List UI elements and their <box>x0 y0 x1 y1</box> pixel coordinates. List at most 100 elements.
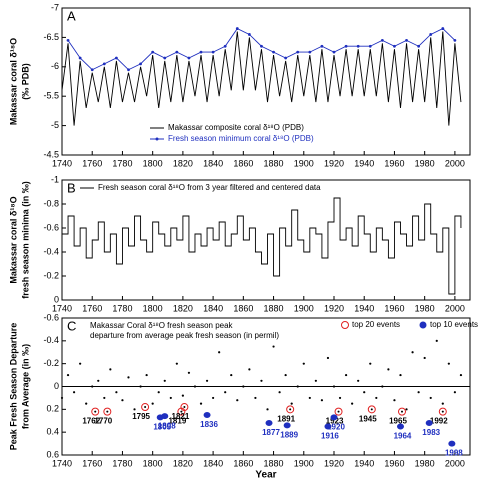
dot <box>91 385 94 388</box>
y-tick-label: -7 <box>51 2 59 12</box>
event-dot <box>203 412 211 419</box>
legend-marker <box>341 321 349 329</box>
dot <box>175 362 178 365</box>
point <box>127 68 130 72</box>
x-tick-label: 1740 <box>52 458 72 468</box>
point <box>405 38 408 42</box>
event-label: 1762 <box>82 417 100 426</box>
y-axis-label: fresh season minima (in ‰) <box>20 181 30 299</box>
dot <box>66 373 70 377</box>
event-label: 1819 <box>168 417 186 426</box>
dot <box>435 339 438 342</box>
event-circle <box>103 407 112 416</box>
dot <box>314 379 317 382</box>
dot <box>163 379 166 382</box>
y-tick-label: 0.4 <box>46 427 59 437</box>
dot <box>199 402 203 405</box>
x-tick-label: 1920 <box>324 158 344 168</box>
dot <box>236 399 239 402</box>
note: departure from average peak fresh season… <box>90 331 279 340</box>
x-tick-label: 1800 <box>143 158 163 168</box>
dot <box>103 396 106 400</box>
dot <box>284 373 287 377</box>
dot <box>351 402 354 405</box>
dot <box>85 402 88 405</box>
point <box>308 50 312 54</box>
x-tick-label: 1880 <box>264 458 284 468</box>
x-tick-label: 1780 <box>112 458 132 468</box>
dot <box>332 385 336 388</box>
event-center <box>401 410 403 413</box>
point <box>223 44 227 48</box>
x-tick-label: 1980 <box>415 158 435 168</box>
y-tick-label: -6.5 <box>43 32 59 42</box>
x-tick-label: 2000 <box>445 303 465 313</box>
point <box>429 33 433 36</box>
x-tick-label: 1760 <box>82 303 102 313</box>
x-tick-label: 1900 <box>294 158 314 168</box>
x-tick-label: 1900 <box>294 303 314 313</box>
x-tick-label: 1920 <box>324 303 344 313</box>
event-center <box>106 410 109 413</box>
legend-marker <box>155 137 159 141</box>
dot <box>254 396 257 400</box>
point <box>441 27 445 30</box>
dot <box>381 385 384 388</box>
event-center <box>180 410 183 413</box>
dot <box>97 379 100 382</box>
event-label: 1923 <box>326 417 344 426</box>
x-tick-label: 1820 <box>173 303 193 313</box>
x-tick-label: 1900 <box>294 458 314 468</box>
point <box>102 62 106 66</box>
x-tick-label: 1980 <box>415 458 435 468</box>
series-line <box>62 197 462 295</box>
event-label: 1889 <box>280 430 298 439</box>
event-center <box>441 410 444 413</box>
dot <box>423 356 426 360</box>
y-axis-label: Makassar coral δ¹⁸O <box>8 196 18 283</box>
dot <box>399 373 402 377</box>
event-label: 1836 <box>200 420 218 429</box>
y-tick-label: 0.6 <box>46 449 59 459</box>
dot <box>60 396 64 400</box>
point <box>453 38 457 42</box>
plot-frame <box>61 7 471 156</box>
dot <box>308 396 311 400</box>
y-axis-label: Makassar coral δ¹⁸O <box>8 38 18 125</box>
event-label: 1891 <box>277 414 295 423</box>
x-tick-label: 1940 <box>354 458 374 468</box>
x-tick-label: 1960 <box>384 158 404 168</box>
dot <box>363 391 366 394</box>
x-tick-label: 1820 <box>173 458 193 468</box>
event-label: 1998 <box>445 449 463 458</box>
point <box>211 50 215 54</box>
dot <box>369 362 372 365</box>
legend-marker <box>419 321 427 329</box>
y-axis-label: from Average (in ‰) <box>20 344 30 429</box>
dot <box>405 408 408 411</box>
point <box>151 50 155 54</box>
point <box>66 38 70 42</box>
legend-label: top 20 events <box>352 320 400 329</box>
event-dot <box>448 440 456 447</box>
note: Makassar Coral δ¹⁸O fresh season peak <box>90 321 234 330</box>
dot <box>133 408 136 411</box>
plot-frame <box>61 179 471 301</box>
x-tick-label: 1880 <box>264 158 284 168</box>
y-tick-label: -6 <box>51 61 59 71</box>
dot <box>459 373 463 377</box>
x-tick-label: 1760 <box>82 158 102 168</box>
dot <box>260 379 263 382</box>
dot <box>127 376 130 379</box>
event-circle <box>334 407 343 416</box>
dot <box>205 379 209 382</box>
point <box>356 44 360 48</box>
point <box>90 68 94 72</box>
y-tick-label: -0.2 <box>43 358 59 368</box>
event-dot <box>324 423 332 430</box>
event-dot <box>425 420 433 427</box>
event-label: 1992 <box>430 417 448 426</box>
event-center <box>144 406 147 409</box>
event-label: 1877 <box>262 428 280 437</box>
